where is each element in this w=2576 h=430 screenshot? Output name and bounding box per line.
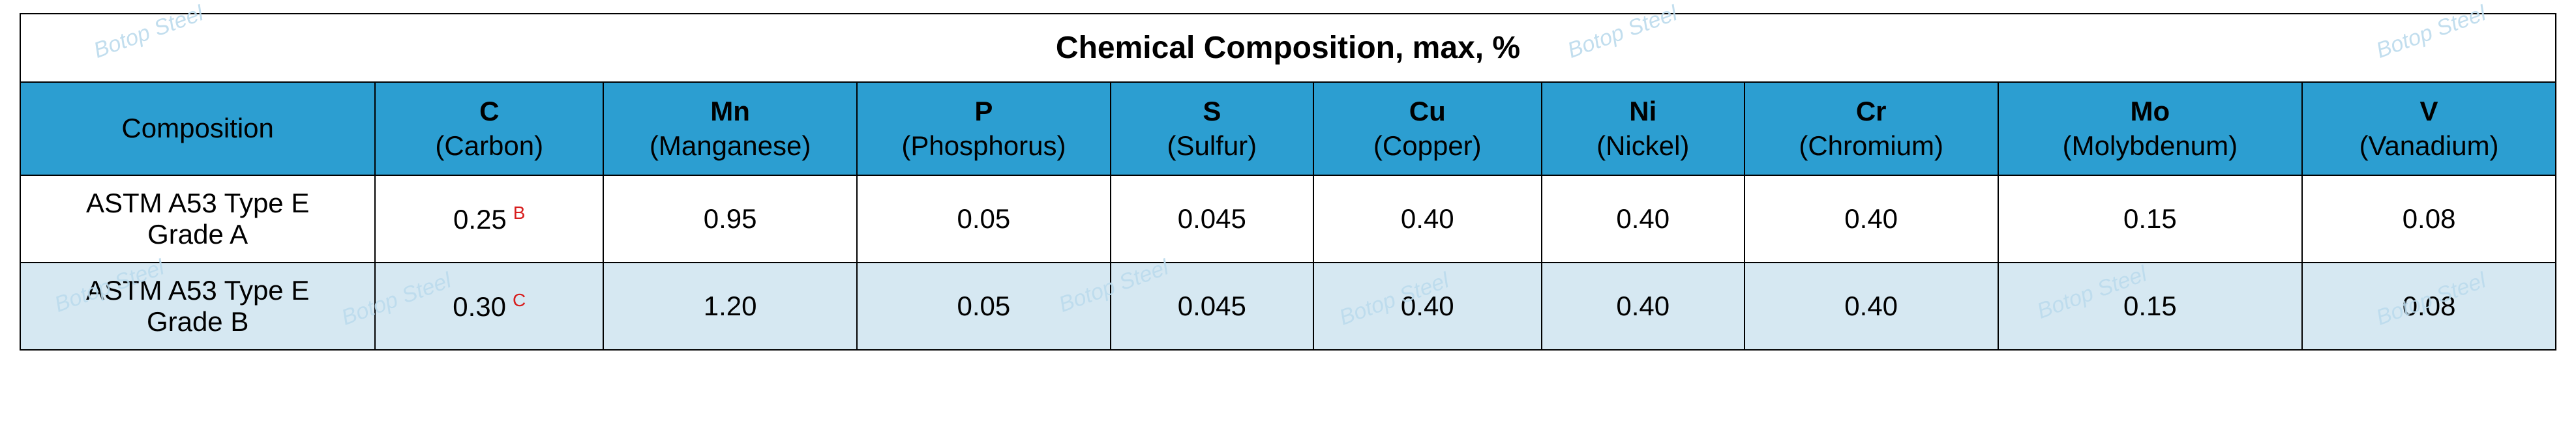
row-label: ASTM A53 Type EGrade A — [20, 175, 375, 263]
element-symbol: V — [2308, 94, 2550, 129]
header-ni: Ni(Nickel) — [1542, 82, 1745, 175]
table-row: ASTM A53 Type EGrade B0.30C1.200.050.045… — [20, 263, 2556, 350]
element-symbol: S — [1116, 94, 1308, 129]
header-mo: Mo(Molybdenum) — [1998, 82, 2303, 175]
cell-value: 0.08 — [2302, 263, 2556, 350]
cell-value: 0.045 — [1111, 263, 1313, 350]
cell-value: 0.40 — [1745, 175, 1998, 263]
title-row: Chemical Composition, max, % — [20, 14, 2556, 82]
cell-value: 0.40 — [1542, 175, 1745, 263]
header-cu: Cu(Copper) — [1313, 82, 1542, 175]
row-label: ASTM A53 Type EGrade B — [20, 263, 375, 350]
composition-table: Chemical Composition, max, % Composition… — [20, 13, 2556, 351]
header-composition: Composition — [20, 82, 375, 175]
header-row: CompositionC(Carbon)Mn(Manganese)P(Phosp… — [20, 82, 2556, 175]
header-cr: Cr(Chromium) — [1745, 82, 1998, 175]
element-name: (Vanadium) — [2308, 129, 2550, 164]
element-symbol: Cu — [1319, 94, 1536, 129]
cell-value: 0.08 — [2302, 175, 2556, 263]
cell-value: 0.05 — [857, 263, 1111, 350]
element-name: (Manganese) — [609, 129, 851, 164]
element-name: (Chromium) — [1750, 129, 1992, 164]
header-p: P(Phosphorus) — [857, 82, 1111, 175]
header-c: C(Carbon) — [375, 82, 603, 175]
cell-value: 1.20 — [603, 263, 857, 350]
element-name: (Carbon) — [381, 129, 597, 164]
footnote-marker: B — [513, 203, 526, 223]
header-s: S(Sulfur) — [1111, 82, 1313, 175]
header-mn: Mn(Manganese) — [603, 82, 857, 175]
cell-value: 0.25B — [375, 175, 603, 263]
cell-value: 0.15 — [1998, 263, 2303, 350]
element-symbol: Ni — [1548, 94, 1739, 129]
cell-value: 0.40 — [1313, 263, 1542, 350]
cell-value: 0.15 — [1998, 175, 2303, 263]
table-container: Chemical Composition, max, % Composition… — [0, 0, 2576, 430]
table-title: Chemical Composition, max, % — [20, 14, 2556, 82]
table-row: ASTM A53 Type EGrade A0.25B0.950.050.045… — [20, 175, 2556, 263]
element-symbol: Mo — [2004, 94, 2297, 129]
cell-value: 0.30C — [375, 263, 603, 350]
cell-value: 0.95 — [603, 175, 857, 263]
element-symbol: C — [381, 94, 597, 129]
cell-value: 0.045 — [1111, 175, 1313, 263]
element-name: (Nickel) — [1548, 129, 1739, 164]
cell-value: 0.40 — [1542, 263, 1745, 350]
element-symbol: Mn — [609, 94, 851, 129]
footnote-marker: C — [513, 290, 526, 310]
header-v: V(Vanadium) — [2302, 82, 2556, 175]
element-name: (Molybdenum) — [2004, 129, 2297, 164]
element-symbol: P — [863, 94, 1105, 129]
element-name: (Sulfur) — [1116, 129, 1308, 164]
cell-value: 0.40 — [1313, 175, 1542, 263]
element-symbol: Cr — [1750, 94, 1992, 129]
cell-value: 0.40 — [1745, 263, 1998, 350]
element-name: (Phosphorus) — [863, 129, 1105, 164]
cell-value: 0.05 — [857, 175, 1111, 263]
element-name: (Copper) — [1319, 129, 1536, 164]
